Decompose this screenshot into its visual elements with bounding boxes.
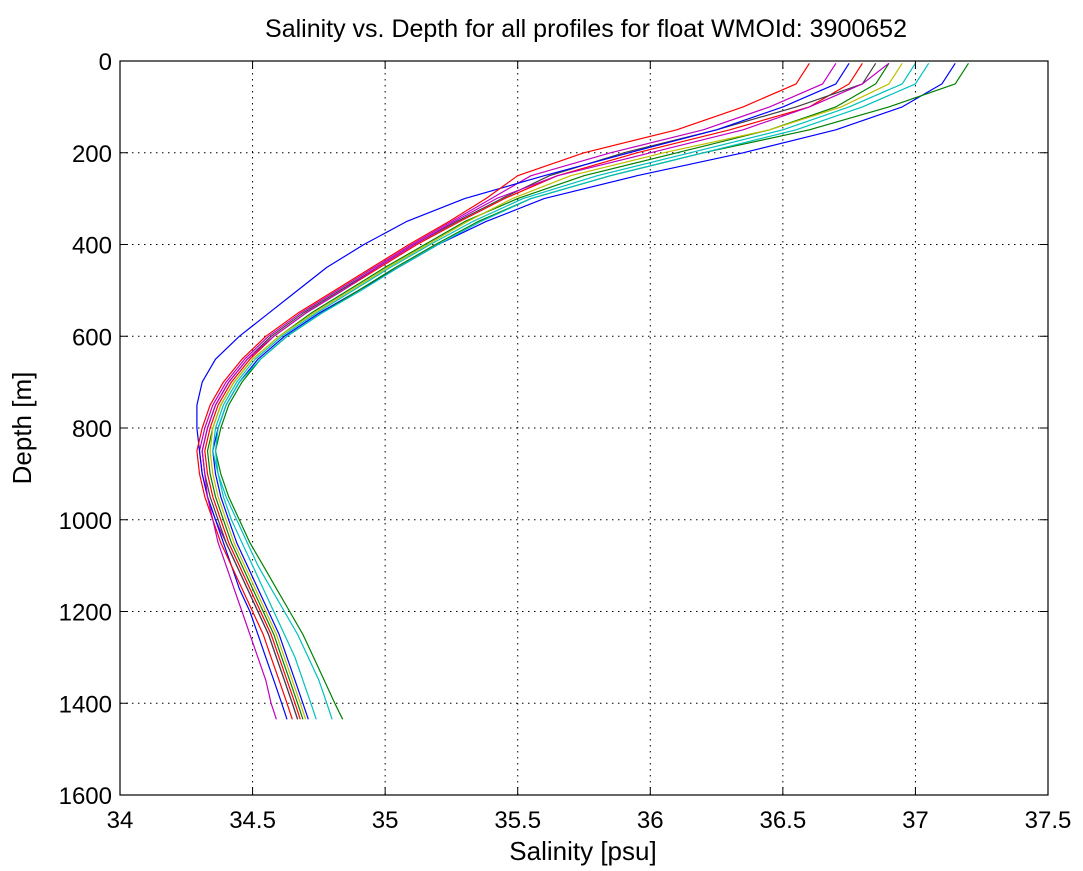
profile-line	[209, 62, 903, 720]
x-tick-labels: 34 34.5 35 35.5 36 36.5 37 37.5	[107, 807, 1072, 834]
profile-line	[214, 62, 930, 720]
profile-line	[196, 62, 810, 720]
y-axis-label: Depth [m]	[7, 372, 37, 485]
grid-lines	[120, 61, 1048, 795]
x-tick-label: 34	[107, 807, 134, 834]
axis-ticks	[119, 60, 1049, 796]
y-tick-label: 400	[72, 233, 112, 260]
y-tick-label: 200	[72, 141, 112, 168]
x-tick-label: 35.5	[494, 807, 541, 834]
y-tick-label: 1600	[59, 783, 112, 810]
y-tick-label: 1400	[59, 691, 112, 718]
y-tick-label: 0	[99, 49, 112, 76]
y-tick-label: 600	[72, 324, 112, 351]
profile-line	[212, 62, 916, 720]
x-tick-label: 37.5	[1025, 807, 1072, 834]
x-tick-label: 36	[637, 807, 664, 834]
y-tick-label: 1200	[59, 600, 112, 627]
profile-line	[201, 62, 890, 720]
x-tick-label: 36.5	[759, 807, 806, 834]
profile-line	[196, 62, 850, 720]
profile-lines	[196, 62, 970, 720]
y-tick-labels: 0 200 400 600 800 1000 1200 1400 1600	[59, 49, 112, 810]
x-axis-label: Salinity [psu]	[509, 836, 656, 866]
x-tick-label: 37	[902, 807, 929, 834]
x-tick-label: 34.5	[229, 807, 276, 834]
y-tick-label: 1000	[59, 508, 112, 535]
y-tick-label: 800	[72, 416, 112, 443]
chart-title: Salinity vs. Depth for all profiles for …	[265, 15, 907, 43]
x-tick-label: 35	[372, 807, 399, 834]
